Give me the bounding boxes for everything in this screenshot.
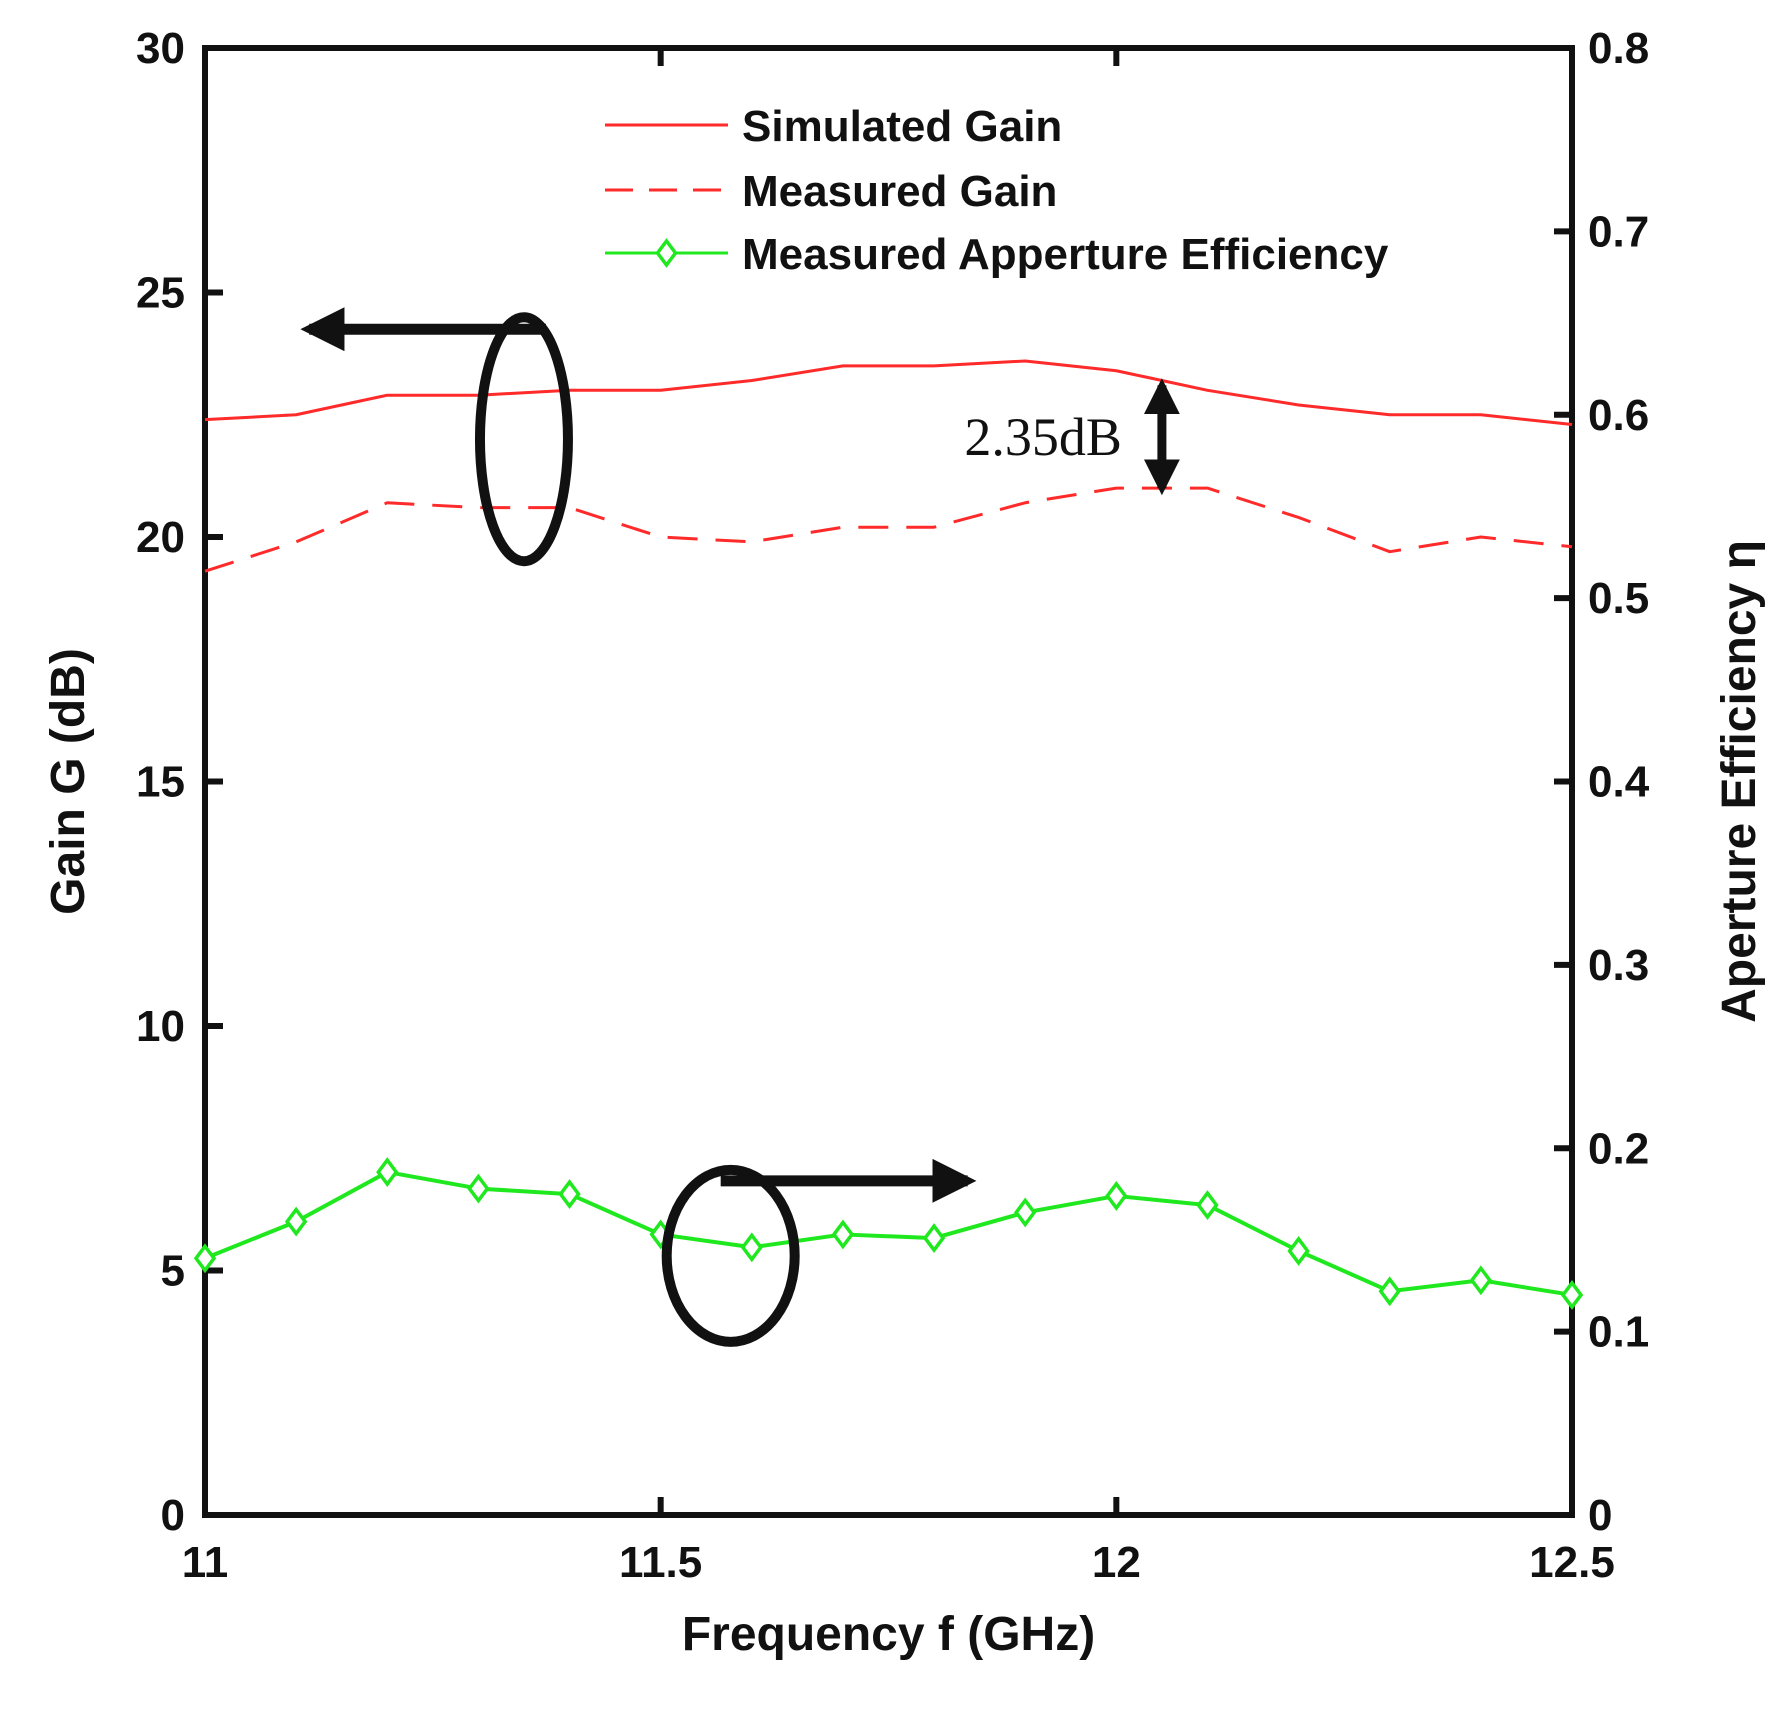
y-right-tick-label: 0.7 — [1588, 207, 1649, 256]
efficiency-point — [558, 1179, 581, 1210]
y-left-tick-label: 5 — [161, 1247, 185, 1296]
x-tick-label: 11 — [182, 1538, 229, 1587]
efficiency-point — [1469, 1265, 1493, 1296]
efficiency-group-ellipse — [661, 1164, 800, 1347]
measured-gain-line — [204, 486, 1573, 573]
plot-area: 11 11.5 12 12.505101520253000.10.20.30.40.5… — [136, 24, 1650, 1587]
efficiency-point — [1105, 1181, 1128, 1211]
y-right-tick-label: 0.1 — [1588, 1308, 1649, 1357]
efficiency-point — [831, 1219, 855, 1250]
y-left-tick-label: 25 — [136, 269, 185, 318]
legend-label-simulated-gain: Simulated Gain — [742, 102, 1062, 151]
y-right-tick-label: 0.5 — [1588, 574, 1649, 623]
y-right-tick-label: 0.2 — [1588, 1124, 1649, 1173]
efficiency-point — [1378, 1276, 1401, 1307]
y-left-tick-label: 15 — [136, 758, 185, 807]
x-tick-label: 11.5 — [619, 1538, 702, 1587]
legend-marker-aperture-efficiency — [655, 238, 678, 268]
efficiency-point — [1560, 1280, 1584, 1310]
y-right-tick-label: 0.6 — [1588, 391, 1649, 440]
simulated-gain-line — [204, 359, 1573, 427]
efficiency-point — [1287, 1236, 1310, 1266]
x-axis-title: Frequency f (GHz) — [682, 1608, 1095, 1661]
efficiency-point — [1196, 1190, 1219, 1221]
y-left-tick-label: 10 — [136, 1002, 185, 1051]
efficiency-point — [376, 1157, 399, 1188]
gain-group-ellipse — [474, 312, 573, 567]
legend-label-aperture-efficiency: Measured Apperture Efficiency — [742, 230, 1389, 279]
efficiency-point — [740, 1232, 763, 1263]
y-right-tick-label: 0.8 — [1588, 24, 1649, 73]
efficiency-point — [193, 1243, 217, 1274]
y-left-tick-label: 0 — [161, 1491, 185, 1540]
x-tick-label: 12 — [1092, 1538, 1141, 1587]
y-right-axis-title: Aperture Efficiency η — [1713, 540, 1766, 1023]
efficiency-point — [922, 1223, 946, 1254]
y-right-tick-label: 0 — [1588, 1491, 1612, 1540]
aperture-efficiency-line — [204, 1170, 1573, 1297]
legend: Simulated Gain Measured Gain Measured Ap… — [605, 102, 1389, 279]
gain-difference-label: 2.35dB — [964, 407, 1122, 467]
efficiency-point — [1014, 1197, 1037, 1228]
y-left-tick-label: 20 — [136, 513, 185, 562]
y-right-tick-label: 0.4 — [1588, 758, 1650, 807]
efficiency-point — [467, 1173, 490, 1204]
efficiency-point — [284, 1206, 308, 1237]
y-left-axis-title: Gain G (dB) — [42, 648, 95, 915]
y-left-tick-label: 30 — [136, 24, 185, 73]
legend-label-measured-gain: Measured Gain — [742, 167, 1057, 216]
x-tick-label: 12.5 — [1529, 1538, 1615, 1587]
y-right-tick-label: 0.3 — [1588, 941, 1649, 990]
